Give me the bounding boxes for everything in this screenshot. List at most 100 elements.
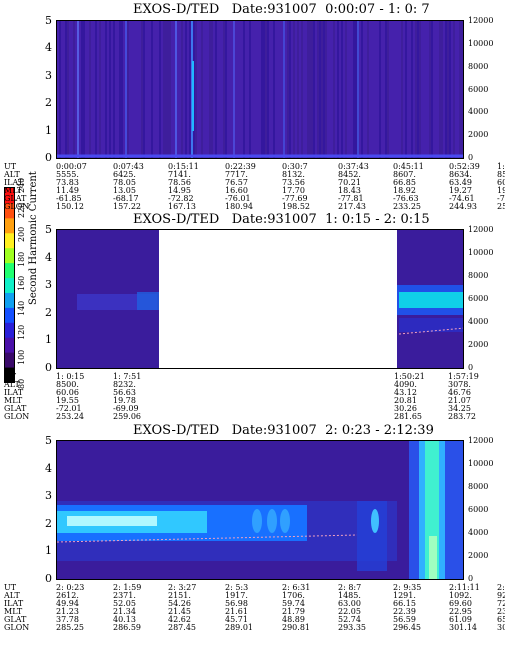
table-cell: 307.37 xyxy=(497,623,505,632)
spectrogram-column xyxy=(287,21,289,158)
spectrogram-column xyxy=(267,21,269,158)
spectrogram-column xyxy=(343,21,345,158)
spectrogram-column xyxy=(351,21,353,158)
spectrogram-column xyxy=(169,21,171,158)
panel-3-ytick: 3 xyxy=(45,489,52,503)
spectrogram-column xyxy=(409,21,411,158)
panel-1-ytick: 1 xyxy=(45,123,52,137)
table-cell: 73.56 xyxy=(282,178,305,187)
table-row: UT 2: 0:23 2: 1:59 2: 3:27 2: 5:3 2: 6:31 2: 8… xyxy=(4,583,505,592)
spectrogram-column xyxy=(65,21,67,158)
spectrogram-column xyxy=(223,21,225,158)
row-label: GLON xyxy=(4,412,30,421)
spectrogram-column xyxy=(411,21,413,158)
panel-2-y2tick: 0 xyxy=(468,363,474,372)
spectrogram-column xyxy=(85,21,87,158)
spectrogram-column xyxy=(355,21,357,158)
table-row: GLAT -61.85 -68.17 -72.82 -76.01 -77.69 -77.81… xyxy=(4,194,505,203)
row-label: GLAT xyxy=(4,404,27,413)
table-cell: 1:57:19 xyxy=(448,372,479,381)
panel-2-ytick: 2 xyxy=(45,305,52,319)
spectrogram-column xyxy=(339,21,341,158)
colorbar-band xyxy=(5,337,14,353)
row-label: GLON xyxy=(4,623,30,632)
table-cell: 21.23 xyxy=(56,607,79,616)
spectrogram-column xyxy=(101,21,103,158)
panel-1-spectrogram xyxy=(56,20,464,159)
spectrogram-column xyxy=(249,21,251,158)
spectrogram-column xyxy=(163,21,165,158)
spectrogram-column xyxy=(83,21,85,158)
spectrogram-column xyxy=(155,21,157,158)
colorbar-tick-label: 160 xyxy=(17,275,26,291)
spectrogram-column xyxy=(373,21,375,158)
table-cell: 7141. xyxy=(168,170,191,179)
spectrogram-column xyxy=(245,21,247,158)
spectrogram-column xyxy=(329,21,331,158)
spectrogram-column xyxy=(383,21,385,158)
spectrogram-column xyxy=(325,21,327,158)
table-cell: 56.98 xyxy=(225,599,248,608)
colorbar xyxy=(4,187,15,383)
row-label: ALT xyxy=(4,170,20,179)
table-cell: 40.13 xyxy=(113,615,136,624)
table-cell: 2:11:11 xyxy=(449,583,480,592)
panel-3-y2tick: 0 xyxy=(468,574,474,583)
table-cell: 45.71 xyxy=(225,615,248,624)
spectrogram-column xyxy=(315,21,317,158)
colorbar-band xyxy=(5,292,14,308)
panel-3-orbit-table: UT 2: 0:23 2: 1:59 2: 3:27 2: 5:3 2: 6:31 2: 8… xyxy=(4,583,505,632)
spectrogram-column xyxy=(447,21,449,158)
table-cell: 30.26 xyxy=(394,404,417,413)
spectrogram-column xyxy=(131,21,133,158)
table-row: MLT 21.23 21.34 21.45 21.61 21.79 22.05 22.39 22… xyxy=(4,607,505,616)
table-cell: 0:52:39 xyxy=(449,162,480,171)
table-cell: 13.05 xyxy=(113,186,136,195)
spectrogram-column xyxy=(317,21,319,158)
table-cell: -68.17 xyxy=(113,194,139,203)
spectrogram-streak xyxy=(192,61,194,131)
spectrogram-streak xyxy=(77,21,79,158)
colorbar-tick-label: 200 xyxy=(17,226,26,242)
spectrogram-column xyxy=(449,21,451,158)
band-left-bright xyxy=(137,292,159,310)
band-bright-core xyxy=(67,516,157,526)
spectrogram-column xyxy=(295,21,297,158)
spectrogram-column xyxy=(299,21,301,158)
spectrogram-column xyxy=(157,21,159,158)
table-cell: 21.79 xyxy=(282,607,305,616)
table-cell: 69.60 xyxy=(449,599,472,608)
table-cell: 1092. xyxy=(449,591,472,600)
table-row: ILAT 60.06 56.63 43.12 46.76 xyxy=(4,389,504,397)
panel-3-svg xyxy=(57,441,463,579)
table-cell: 1:50:21 xyxy=(394,372,425,381)
spectrogram-column xyxy=(219,21,221,158)
table-row: ILAT 73.83 78.05 78.56 76.57 73.56 70.21 66.85 6… xyxy=(4,178,505,187)
spectrogram-column xyxy=(145,21,147,158)
table-row: UT 0:00:07 0:07:43 0:15:11 0:22:39 0:30:7 0:37… xyxy=(4,162,505,171)
panel-2-ytick: 3 xyxy=(45,278,52,292)
panel-2-ytick: 0 xyxy=(45,361,52,374)
table-cell: 0:22:39 xyxy=(225,162,256,171)
colorbar-band xyxy=(5,352,14,368)
spectrogram-column xyxy=(95,21,97,158)
spectrogram-column xyxy=(149,21,151,158)
spectrogram-column xyxy=(387,21,389,158)
colorbar-band xyxy=(5,367,14,382)
table-cell: 46.76 xyxy=(448,388,471,397)
panel-2-ytick: 1 xyxy=(45,333,52,347)
table-cell: 21.07 xyxy=(448,396,471,405)
table-cell: 1: 0:15 xyxy=(56,372,85,381)
panel-3-y2tick: 6000 xyxy=(468,505,489,514)
table-cell: 48.89 xyxy=(282,615,305,624)
table-cell: -61.85 xyxy=(56,194,82,203)
spectrogram-column xyxy=(365,21,367,158)
spectrogram-column xyxy=(127,21,129,158)
spectrogram-column xyxy=(255,21,257,158)
panel-2-ytick: 5 xyxy=(45,223,52,236)
spectrogram-column xyxy=(437,21,439,158)
colorbar-tick-label: 140 xyxy=(17,300,26,316)
spectrogram-streak xyxy=(283,21,285,158)
panel-3-ytick: 2 xyxy=(45,516,52,530)
table-cell: -77.69 xyxy=(282,194,308,203)
